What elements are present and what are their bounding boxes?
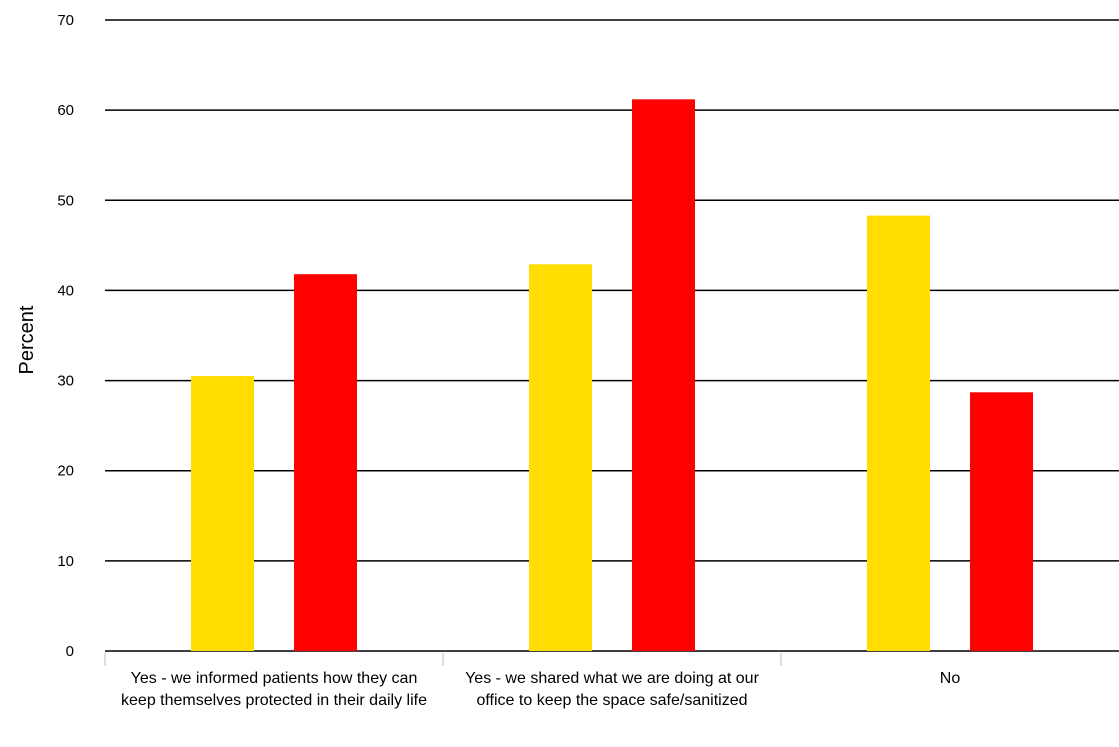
y-tick-label: 30: [57, 373, 74, 390]
y-tick-label: 10: [57, 553, 74, 570]
x-category-label: Yes - we shared what we are doing at our…: [465, 670, 759, 709]
y-tick-label: 70: [57, 12, 74, 29]
y-tick-label: 60: [57, 102, 74, 119]
bar-series-1-cat-1: [191, 376, 254, 651]
x-category-ticks: [104, 653, 782, 666]
y-tick-label: 0: [66, 643, 74, 660]
y-tick-label: 20: [57, 463, 74, 480]
bar-series-2-cat-3: [970, 392, 1033, 651]
x-category-label: Yes - we informed patients how they can …: [121, 670, 427, 709]
bar-series-2-cat-1: [294, 274, 357, 651]
y-tick-label: 40: [57, 282, 74, 299]
y-tick-label: 50: [57, 192, 74, 209]
y-axis-title: Percent: [16, 305, 38, 374]
y-tick-labels: 0 10 20 30 40 50 60 70: [57, 12, 74, 660]
bar-series-2-cat-2: [632, 99, 695, 652]
bars: [191, 99, 1033, 652]
gridlines: [105, 19, 1119, 652]
bar-series-1-cat-3: [867, 215, 930, 652]
x-category-label: No: [939, 670, 961, 687]
bar-series-1-cat-2: [529, 264, 592, 651]
